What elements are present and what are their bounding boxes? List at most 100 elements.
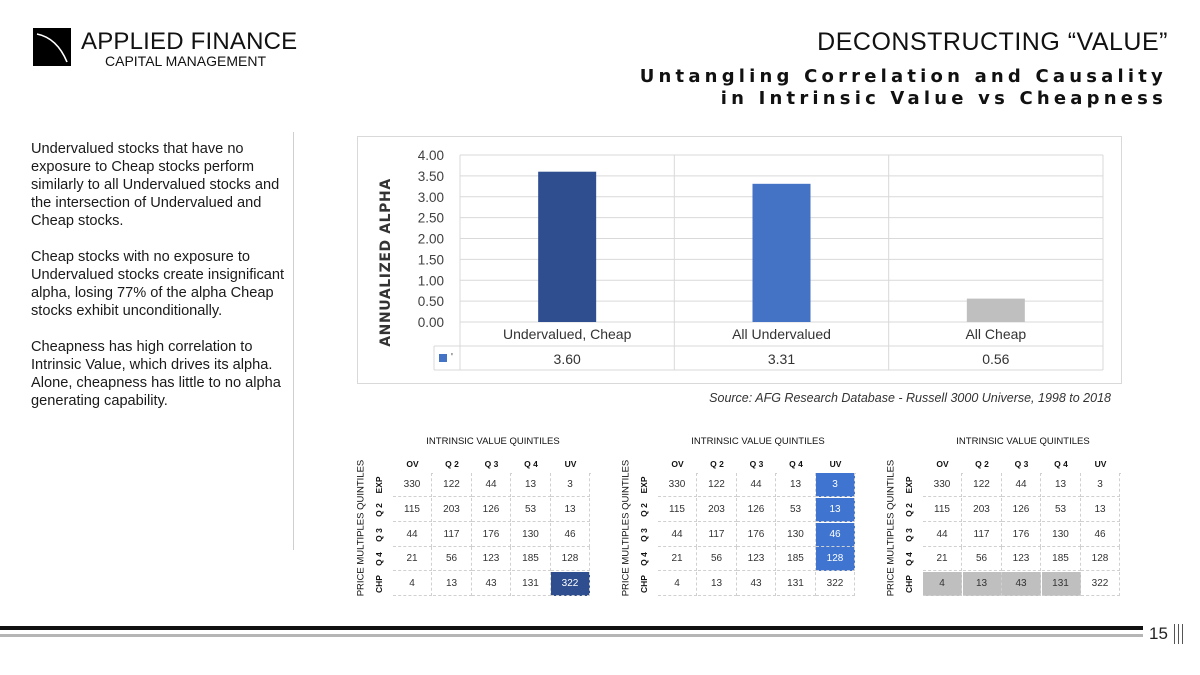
matrix-cell: 4 (393, 572, 432, 597)
matrix-cell: 185 (1041, 547, 1081, 572)
y-tick-label: 3.00 (418, 190, 444, 205)
matrix-cell: 3 (816, 473, 855, 497)
matrix-row-header-text: Q 4 (374, 552, 384, 567)
page-title: DECONSTRUCTING “VALUE” (817, 28, 1168, 56)
matrix-cell: 56 (697, 547, 737, 572)
y-tick-label: 0.00 (418, 315, 444, 330)
matrix-row-header: Q 3 (638, 523, 650, 547)
matrix-col-header: Q 4 (1041, 456, 1081, 473)
matrix-cell: 44 (923, 522, 962, 547)
matrix-cell: 43 (1002, 572, 1041, 597)
matrix-cell: 56 (962, 547, 1002, 572)
matrix-cell: 131 (1041, 572, 1081, 597)
matrix-row-header: CHP (903, 572, 915, 596)
matrix-cell: 115 (658, 497, 697, 522)
matrix-cell: 13 (551, 497, 590, 522)
matrix-row-header-text: Q 3 (904, 527, 914, 542)
matrix-col-header: Q 2 (432, 456, 472, 473)
matrix-cell: 115 (393, 497, 432, 522)
matrix-cell: 128 (816, 547, 855, 572)
matrix-cell: 46 (816, 522, 855, 547)
matrix-col-header: Q 2 (962, 456, 1002, 473)
matrix-cell: 123 (1002, 547, 1041, 572)
matrix-col-header: OV (393, 456, 432, 473)
matrix-cell: 53 (776, 497, 816, 522)
matrix-cell: 176 (472, 522, 511, 547)
matrix-cell: 185 (776, 547, 816, 572)
matrix-cell: 123 (737, 547, 776, 572)
logo-text-line1: APPLIED FINANCE (81, 28, 298, 55)
matrix-column-title: INTRINSIC VALUE QUINTILES (956, 436, 1090, 447)
matrix-cell: 3 (1081, 473, 1120, 497)
matrix-cell: 46 (1081, 522, 1120, 547)
matrix-cell: 115 (923, 497, 962, 522)
matrix-cell: 43 (737, 572, 776, 597)
matrix-column-title: INTRINSIC VALUE QUINTILES (691, 436, 825, 447)
matrix-cell: 203 (697, 497, 737, 522)
page-bars-icon (1172, 624, 1186, 644)
matrix-col-header: Q 3 (737, 456, 776, 473)
matrix-cell: 128 (1081, 547, 1120, 572)
matrix-col-header: Q 3 (1002, 456, 1041, 473)
y-tick-label: 3.50 (418, 169, 444, 184)
matrix-cell: 13 (1041, 473, 1081, 497)
matrix-cell: 126 (1002, 497, 1041, 522)
matrix-col-header: UV (816, 456, 855, 473)
matrix-col-header: Q 4 (776, 456, 816, 473)
y-tick-label: 4.00 (418, 148, 444, 163)
y-tick-label: 1.50 (418, 252, 444, 267)
matrix-cell: 3 (551, 473, 590, 497)
matrix-cell: 322 (551, 572, 590, 597)
category-label: All Undervalued (732, 326, 831, 342)
matrix-cell: 122 (432, 473, 472, 497)
logo-text-line2: CAPITAL MANAGEMENT (105, 53, 267, 69)
matrix-cell: 44 (737, 473, 776, 497)
quintile-matrix-undervalued-cheap: INTRINSIC VALUE QUINTILES PRICE MULTIPLES… (355, 436, 595, 611)
alpha-bar-chart: 0.00 0.50 1.00 1.50 2.00 2.50 3.00 3.50 4.00 ANNU… (357, 136, 1122, 384)
matrix-row-header-text: EXP (904, 476, 914, 494)
data-label: 0.56 (982, 351, 1009, 367)
matrix-cell: 21 (658, 547, 697, 572)
matrix-cell: 13 (1081, 497, 1120, 522)
y-axis-label: ANNUALIZED ALPHA (378, 178, 394, 347)
matrix-col-header: OV (923, 456, 962, 473)
matrix-cell: 128 (551, 547, 590, 572)
matrix-cell: 322 (816, 572, 855, 597)
matrix-cell: 43 (472, 572, 511, 597)
matrix-cell: 53 (511, 497, 551, 522)
commentary-text: Undervalued stocks that have no exposure… (31, 140, 293, 428)
matrix-col-header: Q 2 (697, 456, 737, 473)
matrix-cell: 126 (737, 497, 776, 522)
matrix-cell: 131 (511, 572, 551, 597)
y-tick-label: 2.00 (418, 232, 444, 247)
matrix-row-header: Q 2 (638, 498, 650, 522)
legend-key-marker (439, 354, 447, 362)
matrix-row-header-text: Q 4 (639, 552, 649, 567)
matrix-cell: 176 (1002, 522, 1041, 547)
bar-2 (752, 183, 811, 322)
matrix-row-header-text: Q 3 (374, 527, 384, 542)
matrix-row-header-text: Q 4 (904, 552, 914, 567)
matrix-row-header: Q 2 (373, 498, 385, 522)
matrix-row-header: CHP (373, 572, 385, 596)
logo-mark-icon (33, 28, 71, 66)
matrix-row-header-text: Q 3 (639, 527, 649, 542)
matrix-cell: 330 (393, 473, 432, 497)
source-note: Source: AFG Research Database - Russell … (709, 391, 1111, 405)
matrix-row-header: Q 3 (903, 523, 915, 547)
matrix-cell: 130 (1041, 522, 1081, 547)
matrix-row-header: Q 2 (903, 498, 915, 522)
commentary-paragraph-2: Cheap stocks with no exposure to Underva… (31, 249, 285, 319)
matrix-cell: 13 (776, 473, 816, 497)
matrix-cell: 21 (923, 547, 962, 572)
matrix-cell: 53 (1041, 497, 1081, 522)
matrix-row-header: EXP (638, 473, 650, 497)
matrix-row-header-text: Q 2 (374, 502, 384, 517)
matrix-cell: 131 (776, 572, 816, 597)
matrix-cell: 13 (511, 473, 551, 497)
matrix-row-title-text: PRICE MULTIPLES QUINTILES (885, 459, 897, 597)
matrix-row-header: EXP (373, 473, 385, 497)
matrix-row-header: Q 3 (373, 523, 385, 547)
matrix-cell: 322 (1081, 572, 1120, 597)
matrix-cell: 330 (923, 473, 962, 497)
